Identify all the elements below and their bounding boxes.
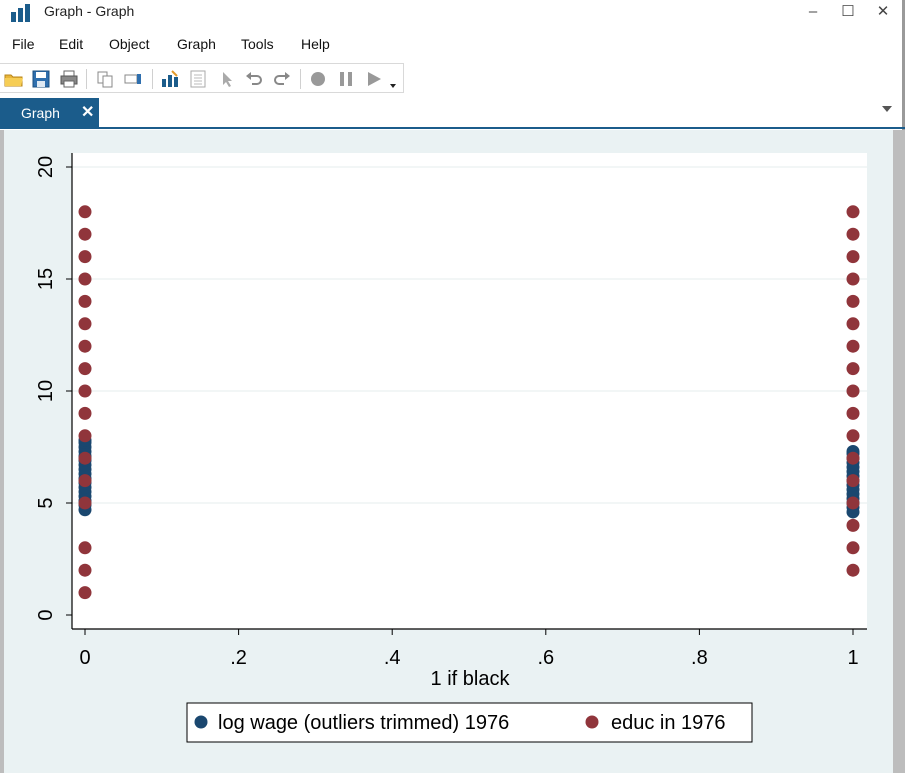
point-educ: [78, 406, 92, 420]
point-educ: [78, 317, 92, 331]
data-editor-icon[interactable]: [188, 69, 208, 89]
legend-box: [186, 702, 753, 743]
y-tick-label: 20: [35, 156, 57, 178]
point-educ: [846, 384, 860, 398]
menu-graph[interactable]: Graph: [177, 36, 216, 52]
point-educ: [78, 205, 92, 219]
y-tick-label: 0: [35, 609, 57, 620]
point-educ: [78, 272, 92, 286]
legend-label-educ: educ in 1976: [611, 712, 726, 734]
rename-icon[interactable]: [123, 69, 143, 89]
tab-list-dropdown-icon[interactable]: [882, 106, 892, 112]
right-scrollbar[interactable]: [893, 130, 905, 773]
tab-graph-label: Graph: [21, 105, 60, 121]
x-axis-title: 1 if black: [431, 668, 511, 690]
point-educ: [846, 272, 860, 286]
y-tick-label: 10: [35, 380, 57, 402]
pointer-icon[interactable]: [216, 69, 236, 89]
x-tick-label: 1: [847, 647, 858, 669]
point-educ: [78, 384, 92, 398]
redo-icon[interactable]: [272, 69, 292, 89]
x-tick-label: 0: [79, 647, 90, 669]
point-educ: [78, 541, 92, 555]
close-window-button[interactable]: ✕: [876, 3, 890, 20]
point-educ: [78, 227, 92, 241]
point-educ: [78, 496, 92, 510]
point-educ: [846, 294, 860, 308]
point-educ: [78, 429, 92, 443]
copy-icon[interactable]: [95, 69, 115, 89]
point-educ: [78, 563, 92, 577]
save-icon[interactable]: [31, 69, 51, 89]
tab-graph[interactable]: Graph ✕: [0, 98, 99, 127]
point-educ: [846, 474, 860, 488]
menu-file[interactable]: File: [12, 36, 35, 52]
legend-label-log-wage: log wage (outliers trimmed) 1976: [218, 712, 509, 734]
window-edge: [902, 0, 905, 130]
title-bar: Graph - Graph – ☐ ✕: [0, 0, 905, 26]
point-educ: [846, 339, 860, 353]
point-educ: [846, 406, 860, 420]
point-educ: [846, 563, 860, 577]
menu-object[interactable]: Object: [109, 36, 150, 52]
point-educ: [846, 541, 860, 555]
y-tick-label: 15: [35, 268, 57, 290]
toolbar-separator: [300, 69, 301, 89]
dropdown-icon[interactable]: [386, 69, 406, 89]
legend-marker-educ: [585, 715, 599, 729]
toolbar: [0, 63, 404, 93]
point-educ: [78, 294, 92, 308]
pause-icon[interactable]: [336, 69, 356, 89]
maximize-button[interactable]: ☐: [841, 3, 855, 20]
menu-edit[interactable]: Edit: [59, 36, 84, 52]
stata-graph-icon: [11, 4, 30, 22]
point-educ: [78, 339, 92, 353]
point-educ: [78, 451, 92, 465]
point-educ: [78, 586, 92, 600]
legend-marker-log-wage: [194, 715, 208, 729]
play-icon[interactable]: [364, 69, 384, 89]
point-educ: [846, 518, 860, 532]
x-tick-label: .6: [537, 647, 554, 669]
menu-bar: File Edit Object Graph Tools Help: [0, 33, 905, 57]
x-tick-label: .2: [230, 647, 247, 669]
menu-tools[interactable]: Tools: [241, 36, 274, 52]
point-educ: [846, 362, 860, 376]
tab-strip: Graph ✕: [0, 98, 905, 129]
point-educ: [846, 227, 860, 241]
graph-editor-icon[interactable]: [160, 69, 180, 89]
minimize-button[interactable]: –: [808, 3, 818, 20]
point-educ: [78, 474, 92, 488]
point-educ: [846, 205, 860, 219]
point-educ: [846, 250, 860, 264]
menu-help[interactable]: Help: [301, 36, 330, 52]
toolbar-separator: [152, 69, 153, 89]
point-educ: [78, 362, 92, 376]
y-tick-label: 5: [35, 497, 57, 508]
window-title: Graph - Graph: [44, 3, 135, 19]
tab-close-icon[interactable]: ✕: [81, 104, 95, 121]
left-border: [0, 130, 4, 773]
point-educ: [846, 429, 860, 443]
open-icon[interactable]: [4, 69, 24, 89]
point-educ: [78, 250, 92, 264]
point-educ: [846, 496, 860, 510]
x-tick-label: .4: [384, 647, 401, 669]
record-icon[interactable]: [308, 69, 328, 89]
point-educ: [846, 317, 860, 331]
x-tick-label: .8: [691, 647, 708, 669]
legend: log wage (outliers trimmed) 1976 educ in…: [186, 702, 753, 743]
toolbar-separator: [86, 69, 87, 89]
undo-icon[interactable]: [244, 69, 264, 89]
print-icon[interactable]: [59, 69, 79, 89]
point-educ: [846, 451, 860, 465]
